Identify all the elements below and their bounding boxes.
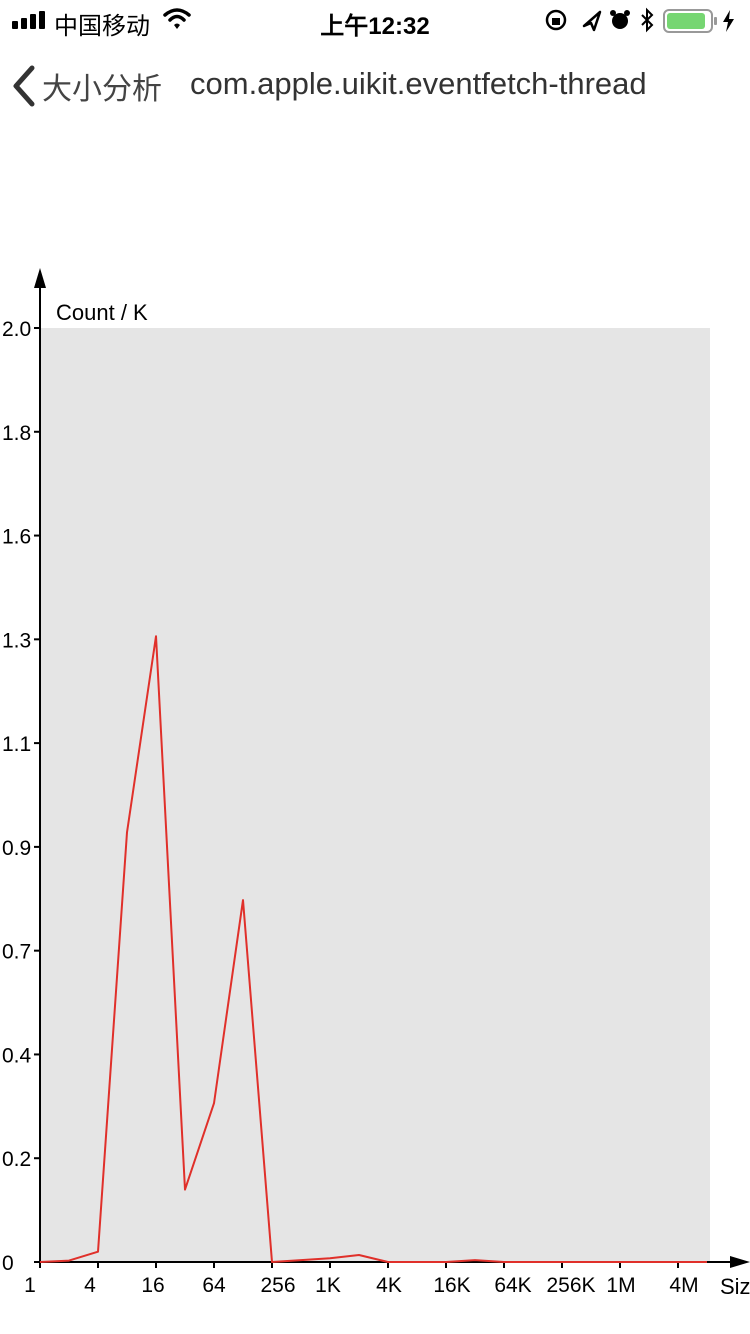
x-tick-label: 16K bbox=[433, 1274, 470, 1297]
back-button-label: 大小分析 bbox=[42, 73, 162, 106]
bluetooth-icon bbox=[641, 7, 654, 33]
x-axis-arrow bbox=[730, 1256, 750, 1268]
series-line bbox=[39, 635, 707, 1263]
size-count-line-chart: 0 0.2 0.4 0.7 0.9 1.1 1.3 1.6 1.8 2.0 1 4 16 64 256 1K… bbox=[2, 268, 750, 1299]
chevron-left-icon bbox=[13, 65, 35, 107]
x-tick-label: 1K bbox=[315, 1274, 341, 1297]
y-tick-label: 0.4 bbox=[2, 1044, 32, 1067]
x-tick-label: 256 bbox=[260, 1274, 295, 1297]
x-tick-label: 4 bbox=[84, 1274, 96, 1297]
x-axis-label: Siz bbox=[720, 1274, 750, 1299]
x-tick-label: 1 bbox=[24, 1274, 36, 1297]
y-axis-arrow bbox=[34, 268, 46, 288]
location-icon bbox=[582, 10, 602, 32]
y-tick-label: 0 bbox=[2, 1252, 14, 1275]
back-button[interactable]: 大小分析 bbox=[12, 60, 162, 112]
y-tick-label: 0.2 bbox=[2, 1148, 31, 1171]
y-tick-label: 1.6 bbox=[2, 526, 31, 549]
page-title: com.apple.uikit.eventfetch-thread bbox=[190, 66, 647, 101]
y-tick-label: 2.0 bbox=[2, 318, 31, 341]
x-tick-label: 16 bbox=[141, 1274, 164, 1297]
x-tick-label: 4M bbox=[669, 1274, 698, 1297]
y-tick-label: 0.7 bbox=[2, 941, 31, 964]
status-bar: 中国移动 上午12:32 bbox=[0, 0, 750, 40]
status-time: 上午12:32 bbox=[320, 13, 430, 40]
y-tick-label: 0.9 bbox=[2, 837, 31, 860]
navigation-bar: 大小分析 com.apple.uikit.eventfetch-thread bbox=[0, 54, 750, 118]
y-tick-label: 1.3 bbox=[2, 629, 31, 652]
x-tick-label: 1M bbox=[606, 1274, 635, 1297]
wifi-icon bbox=[163, 8, 191, 29]
carrier-name: 中国移动 bbox=[54, 13, 150, 40]
x-tick-label: 256K bbox=[546, 1274, 595, 1297]
x-tick-label: 64 bbox=[202, 1274, 226, 1297]
alarm-icon bbox=[610, 10, 630, 29]
battery-icon bbox=[663, 9, 717, 33]
y-tick-label: 1.8 bbox=[2, 422, 31, 445]
orientation-lock-icon bbox=[545, 9, 567, 31]
charging-icon bbox=[723, 10, 734, 32]
x-tick-label: 64K bbox=[494, 1274, 531, 1297]
x-tick-label: 4K bbox=[376, 1274, 402, 1297]
y-tick-label: 1.1 bbox=[2, 733, 31, 756]
y-axis-label: Count / K bbox=[56, 300, 148, 325]
plot-area bbox=[40, 328, 710, 1262]
signal-icon bbox=[12, 11, 45, 29]
status-right-icons bbox=[545, 7, 734, 33]
